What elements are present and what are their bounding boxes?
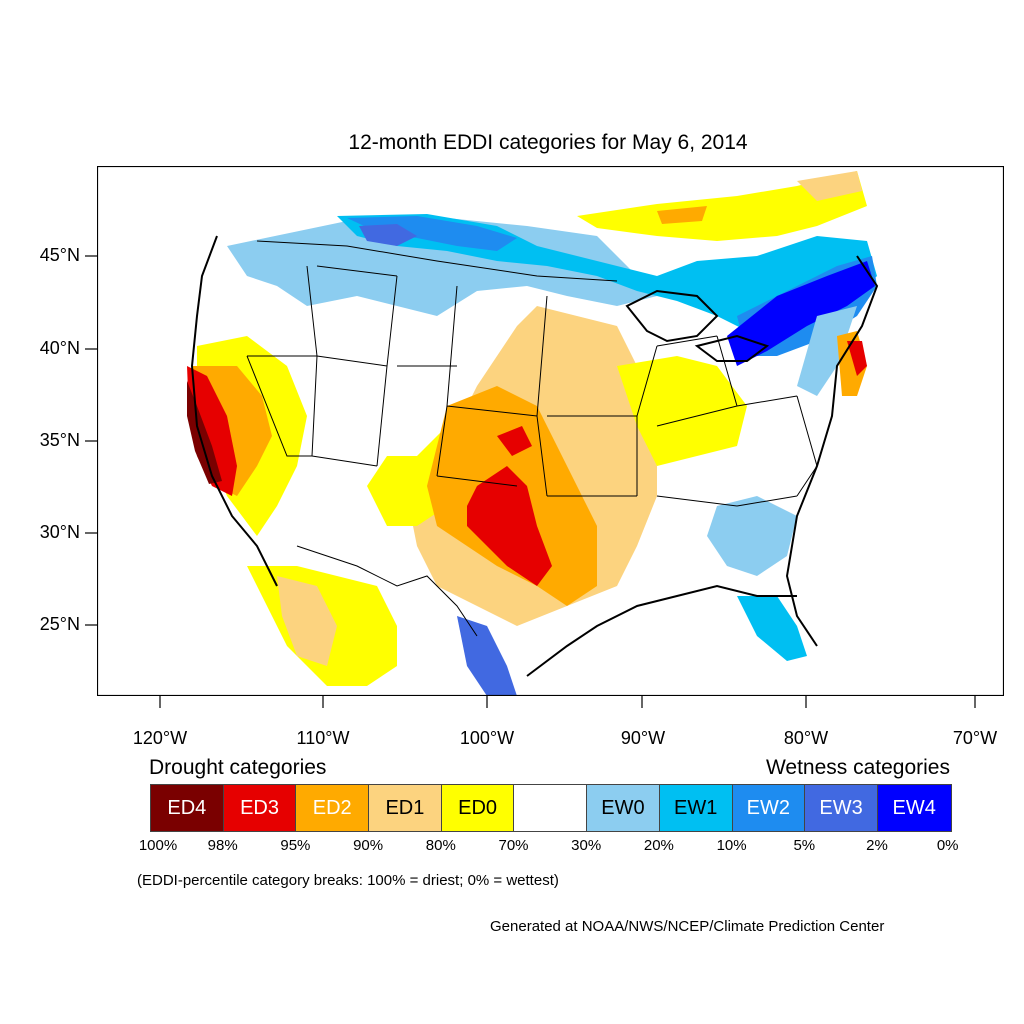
ew0-north [227, 216, 657, 316]
legend-break-label: 70% [498, 837, 529, 854]
legend-break-label: 98% [207, 837, 238, 854]
mexico-border [296, 545, 478, 637]
lon-label-120w: 120°W [132, 728, 188, 748]
legend-break-label: 0% [936, 837, 959, 854]
us-canada-border [256, 240, 618, 282]
ed0-canada [577, 171, 867, 241]
lon-label-80w: 80°W [783, 728, 829, 748]
legend-break-label: 20% [643, 837, 674, 854]
legend-cell-ed1: ED1 [369, 785, 442, 831]
legend-cell-ed3: ED3 [223, 785, 297, 831]
ew4-northeast [727, 261, 875, 366]
legend-break-label: 10% [716, 837, 747, 854]
lat-label-35: 35°N [39, 430, 80, 450]
legend-cell-ew4: EW4 [877, 785, 951, 831]
map-title: 12-month EDDI categories for May 6, 2014 [348, 131, 748, 154]
coastline-west [190, 235, 278, 587]
state-lines-east [636, 335, 818, 507]
lon-ticks [159, 696, 976, 708]
legend-break-label: 2% [866, 837, 888, 854]
ed0-central [617, 356, 747, 466]
legend-cell-ed4: ED4 [151, 785, 224, 831]
ew0-southeast [707, 496, 797, 576]
state-lines-west [246, 265, 398, 467]
legend-cell-neutral [514, 785, 588, 831]
legend-cell-ew3: EW3 [805, 785, 878, 831]
ed3-eastcoast [847, 341, 867, 376]
legend-break-label: 5% [793, 837, 816, 854]
eddi-map [97, 166, 1004, 696]
lat-label-40: 40°N [39, 338, 80, 358]
lat-label-45: 45°N [39, 245, 80, 265]
ed3-west [187, 366, 237, 496]
ed3-kansas [497, 426, 532, 456]
legend-break-label: 90% [353, 837, 384, 854]
lon-label-90w: 90°W [620, 728, 666, 748]
lon-label-70w: 70°W [952, 728, 998, 748]
legend-cell-ew2: EW2 [732, 785, 806, 831]
legend-colorbar: ED4 ED3 ED2 ED1 ED0 EW0 EW1 EW2 EW3 EW4 [150, 784, 952, 832]
ed1-canada [797, 171, 862, 201]
legend-cell-ew0: EW0 [587, 785, 660, 831]
great-lakes-outline [625, 289, 770, 362]
legend-break-label: 30% [571, 837, 602, 854]
lat-ticks [85, 255, 97, 626]
ew3-north [359, 224, 417, 246]
legend-cell-ew1: EW1 [659, 785, 733, 831]
ew1-florida [737, 596, 807, 661]
wetness-heading: Wetness categories [765, 756, 950, 779]
legend-break-label: 100% [138, 837, 178, 854]
legend-cell-ed0: ED0 [441, 785, 515, 831]
ew2-texas [457, 616, 517, 696]
category-note: (EDDI-percentile category breaks: 100% =… [137, 872, 559, 889]
lat-label-25: 25°N [39, 614, 80, 634]
ed3-central [467, 466, 552, 586]
coastline-gulf [526, 584, 797, 677]
lon-label-100w: 100°W [459, 728, 515, 748]
ew0-northeast [797, 306, 857, 396]
drought-heading: Drought categories [149, 756, 327, 779]
state-lines-plains [397, 285, 638, 497]
legend-break-label: 80% [425, 837, 456, 854]
ed2-canada [657, 206, 707, 224]
credit-line: Generated at NOAA/NWS/NCEP/Climate Predi… [490, 918, 885, 935]
lat-label-30: 30°N [39, 522, 80, 542]
ed1-southwest [277, 576, 337, 666]
legend-break-label: 95% [280, 837, 311, 854]
legend-cell-ed2: ED2 [296, 785, 370, 831]
lon-label-110w: 110°W [296, 728, 350, 748]
